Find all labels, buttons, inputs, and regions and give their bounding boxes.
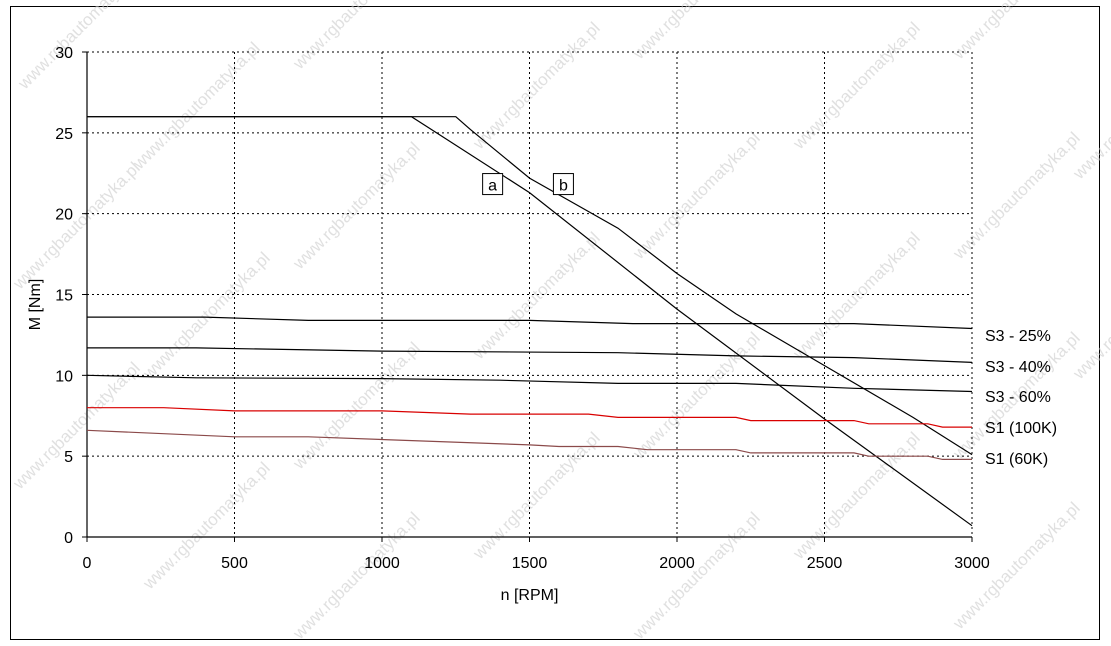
x-tick-label: 3000 (954, 555, 990, 572)
watermark-text: www.rgbautomatyka.pl (1069, 48, 1111, 183)
annotation-label-b: b (559, 178, 568, 195)
y-tick-label: 0 (64, 530, 73, 547)
x-tick-label: 2500 (807, 555, 843, 572)
watermark-text: www.rgbautomatyka.pl (289, 0, 424, 74)
x-axis-label: n [RPM] (501, 587, 559, 604)
annotation-box-a (482, 173, 504, 196)
watermark-text: www.rgbautomatyka.pl (289, 338, 424, 473)
y-tick-label: 25 (55, 126, 73, 143)
series-line-s1-100k (87, 407, 972, 428)
watermark-text: www.rgbautomatyka.pl (789, 428, 924, 563)
watermark-text: www.rgbautomatyka.pl (949, 128, 1084, 263)
watermark-text: www.rgbautomatyka.pl (629, 328, 764, 463)
watermark-text: www.rgbautomatyka.pl (14, 0, 149, 94)
series-label-s3-25: S3 - 25% (985, 328, 1051, 345)
series-label-s3-60: S3 - 60% (985, 389, 1051, 406)
watermark-text: www.rgbautomatyka.pl (629, 128, 764, 263)
y-axis-label: M [Nm] (27, 279, 44, 331)
watermark-text: www.rgbautomatyka.pl (469, 228, 604, 363)
series-label-s1-100k: S1 (100K) (985, 420, 1057, 437)
watermark-text: www.rgbautomatyka.pl (289, 508, 424, 643)
watermark-text: www.rgbautomatyka.pl (289, 138, 424, 273)
x-tick-label: 500 (221, 555, 248, 572)
annotation-label-a: a (488, 178, 497, 195)
watermark-text: www.rgbautomatyka.pl (139, 458, 274, 593)
series-line-b (87, 116, 973, 456)
series-line-s3-40 (87, 347, 973, 363)
series-label-s1-60k: S1 (60K) (985, 451, 1048, 468)
x-tick-label: 0 (83, 555, 92, 572)
series-line-s3-60 (86, 374, 973, 393)
chart-frame (10, 6, 1100, 640)
series-line-s3-25 (87, 316, 973, 330)
y-tick-label: 5 (64, 449, 73, 466)
y-tick-label: 10 (55, 368, 73, 385)
y-tick-label: 20 (55, 207, 73, 224)
annotation-box-b (552, 173, 574, 196)
y-tick-label: 30 (55, 45, 73, 62)
watermark-text: www.rgbautomatyka.pl (139, 248, 274, 383)
watermark-text: www.rgbautomatyka.pl (629, 0, 764, 64)
x-tick-label: 1500 (512, 555, 548, 572)
watermark-text: www.rgbautomatyka.pl (469, 428, 604, 563)
watermark-text: www.rgbautomatyka.pl (1069, 248, 1111, 383)
x-tick-label: 1000 (364, 555, 400, 572)
series-line-s1-60k (86, 429, 972, 460)
watermark-text: www.rgbautomatyka.pl (949, 0, 1084, 64)
watermark-text: www.rgbautomatyka.pl (789, 228, 924, 363)
series-label-s3-40: S3 - 40% (985, 359, 1051, 376)
watermark-text: www.rgbautomatyka.pl (9, 158, 144, 293)
watermark-text: www.rgbautomatyka.pl (129, 38, 264, 173)
watermark-text: www.rgbautomatyka.pl (9, 358, 144, 493)
x-tick-label: 2000 (659, 555, 695, 572)
watermark-text: www.rgbautomatyka.pl (629, 508, 764, 643)
y-tick-label: 15 (55, 288, 73, 305)
